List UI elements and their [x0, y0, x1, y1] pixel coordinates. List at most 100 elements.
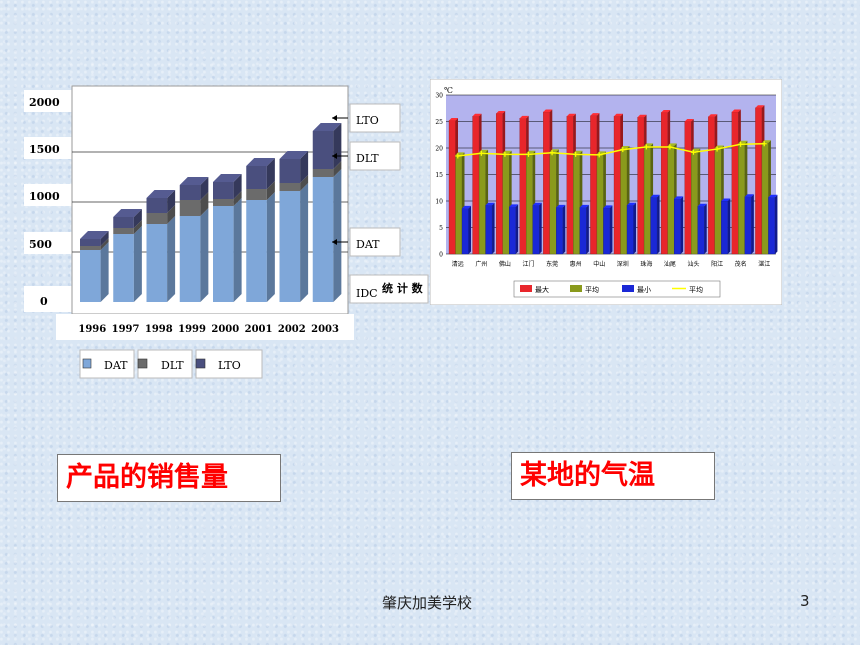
y-tick-label: 500	[29, 238, 52, 251]
bar-top-最小	[721, 198, 731, 201]
bar-lto	[312, 131, 334, 169]
bar-side-dlt	[133, 220, 142, 234]
bar-top-最大	[472, 113, 482, 117]
bar-lto	[80, 239, 101, 246]
legend-swatch-dat	[82, 358, 92, 369]
y-tick-label: 1500	[29, 143, 60, 156]
legend-label-dlt: DLT	[161, 359, 184, 372]
bar-最小	[673, 198, 681, 255]
x-tick-label: 深圳	[617, 260, 629, 268]
y-tick-label: 30	[435, 93, 443, 100]
bar-top-最小	[744, 194, 754, 197]
x-tick-label: 阳江	[711, 260, 723, 268]
bar-dlt	[312, 169, 334, 177]
bar-最小	[721, 200, 728, 255]
bar-dlt	[179, 200, 201, 216]
bar-最大	[731, 111, 739, 255]
bar-平均	[667, 145, 675, 255]
bar-最小	[532, 205, 540, 255]
bar-side-dat	[200, 208, 209, 302]
y-tick-label: 2000	[29, 96, 60, 109]
bar-最小	[556, 207, 563, 255]
x-tick-label: 1998	[145, 324, 173, 335]
bar-side-lto	[233, 174, 242, 199]
caption-product-sales: 产品的销售量	[57, 454, 281, 502]
x-tick-label: 清远	[452, 260, 464, 268]
bar-side-最小	[657, 194, 660, 254]
x-tick-label: 2001	[245, 324, 273, 335]
bar-平均	[620, 148, 628, 255]
bar-side-dlt	[333, 161, 342, 177]
bar-top-最小	[697, 203, 707, 207]
legend-swatch-min	[622, 285, 634, 292]
bar-最小	[626, 205, 634, 255]
temperature-chart: ℃ 清远 广州 佛山 江门 东莞 惠州 中山 深圳 珠海 汕尾 汕头 阳江 茂名 湛江 0 5 10 15 20 2…	[430, 79, 782, 305]
x-tick-label: 广州	[475, 260, 487, 268]
bar-side-lto	[133, 209, 142, 228]
bar-side-dlt	[266, 181, 275, 200]
legend-label-min: 最小	[637, 285, 651, 294]
bar-top-最小	[485, 202, 495, 206]
caption-local-temperature: 某地的气温	[511, 452, 715, 500]
bar-最小	[650, 197, 658, 255]
footer-school-name: 肇庆加美学校	[382, 594, 473, 612]
bar-平均	[573, 153, 581, 255]
bar-top-lto	[213, 174, 242, 182]
bar-dat	[312, 177, 334, 302]
bar-top-最大	[661, 109, 671, 113]
bar-top-最大	[519, 115, 529, 119]
legend-label-max: 最大	[535, 285, 549, 294]
bar-平均	[526, 153, 533, 255]
x-tick-label: 2000	[211, 324, 239, 335]
legend: DAT DLT LTO	[79, 349, 263, 379]
bar-side-dat	[167, 216, 176, 302]
y-tick-label: 1000	[29, 190, 60, 203]
bar-top-最大	[708, 114, 718, 117]
y-tick-label: 20	[435, 146, 443, 153]
bar-group	[448, 105, 778, 255]
bar-平均	[761, 142, 769, 255]
bar-最大	[684, 121, 692, 255]
legend-swatch-lto	[195, 358, 206, 369]
bar-side-最小	[751, 194, 754, 254]
bar-最大	[637, 117, 645, 255]
bar-最小	[744, 196, 752, 255]
bar-top-lto	[246, 158, 275, 166]
bar-side-最小	[562, 204, 566, 254]
x-tick-label: 江门	[522, 260, 534, 268]
bar-最小	[485, 205, 493, 255]
bar-side-dat	[300, 183, 309, 302]
bar-top-最小	[603, 205, 613, 208]
bar-lto	[213, 182, 234, 199]
side-label-lto: LTO	[356, 114, 379, 127]
bar-lto	[179, 185, 201, 200]
bar-最大	[519, 118, 527, 255]
x-tick-label: 1997	[112, 324, 140, 335]
bar-lto	[146, 198, 168, 213]
bar-side-lto	[333, 123, 342, 169]
bar-dlt	[80, 246, 101, 250]
legend-label-lto: LTO	[218, 359, 241, 372]
bar-最大	[755, 107, 763, 255]
bar-最小	[603, 207, 611, 255]
bar-side-最小	[704, 203, 707, 254]
bar-最大	[543, 111, 550, 255]
bar-group	[80, 123, 342, 302]
bar-lto	[279, 159, 301, 183]
bar-dlt	[113, 228, 134, 234]
bar-dat	[179, 216, 201, 302]
bar-side-最小	[774, 194, 778, 254]
bar-dat	[246, 200, 267, 302]
bar-top-lto	[146, 190, 176, 198]
bar-最大	[566, 116, 574, 255]
bar-top-最大	[684, 119, 694, 122]
y-tick-label: 25	[435, 119, 443, 126]
bar-top-最大	[590, 113, 600, 116]
bar-dlt	[279, 183, 301, 191]
bar-side-lto	[200, 177, 209, 200]
bar-最大	[613, 116, 621, 255]
bar-side-dat	[333, 169, 342, 302]
x-tick-label: 东莞	[546, 260, 558, 268]
bar-side-dlt	[167, 205, 176, 224]
bar-side-最小	[609, 205, 613, 254]
